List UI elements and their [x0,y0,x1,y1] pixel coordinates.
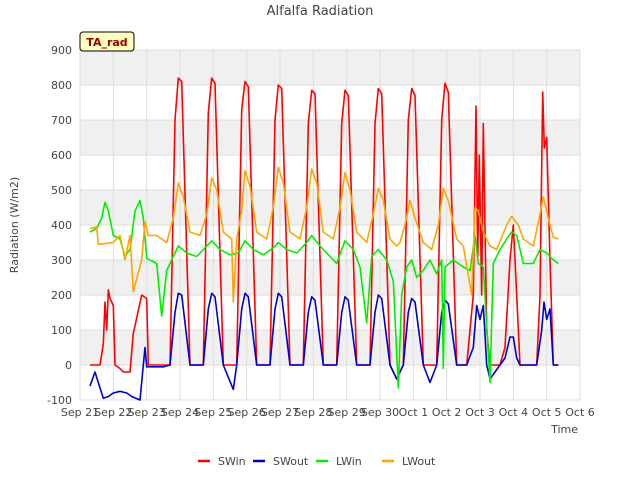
series-line-swin [90,77,559,380]
y-tick-label: 0 [65,359,72,372]
grid-band [80,330,580,365]
y-tick-label: 300 [51,254,72,267]
x-tick-label: Sep 22 [94,406,132,419]
x-tick-label: Oct 3 [465,406,495,419]
legend: SWin SWout LWin LWout [198,455,436,468]
annotation-box [79,31,135,52]
x-tick-label: Oct 5 [532,406,562,419]
x-tick-label: Sep 28 [294,406,332,419]
legend-label-lwout: LWout [402,455,436,468]
y-tick-label: 800 [51,79,72,92]
y-tick-label: 900 [51,44,72,57]
series-line-swout [89,292,559,401]
grid-band [80,190,580,225]
ta-rad-annotation: TA_rad [79,31,135,52]
y-tick-label: 200 [51,289,72,302]
chart-title: Alfalfa Radiation [267,4,374,19]
y-tick-label: 700 [51,114,72,127]
series-layer [89,77,559,401]
y-tick-label: -100 [47,394,72,407]
x-tick-label: Sep 30 [361,406,399,419]
grid-band [80,120,580,155]
grid-band [80,50,580,85]
legend-label-swin: SWin [218,455,246,468]
y-tick-label: 400 [51,219,72,232]
x-tick-label: Oct 2 [432,406,462,419]
series-line-lwin [89,199,559,389]
legend-label-swout: SWout [273,455,309,468]
series-line-lwout [89,166,559,303]
x-tick-label: Oct 6 [565,406,595,419]
y-axis-label: Radiation (W/m2) [8,177,21,273]
x-tick-label: Sep 26 [228,406,266,419]
y-tick-label: 600 [51,149,72,162]
y-tick-label: 100 [51,324,72,337]
annotation-label: TA_rad [86,36,127,49]
legend-label-lwin: LWin [336,455,362,468]
x-axis-label: Time [550,423,578,436]
x-tick-label: Oct 1 [399,406,429,419]
x-tick-label: Sep 29 [328,406,366,419]
x-tick-label: Sep 24 [161,406,199,419]
x-tick-label: Sep 27 [261,406,299,419]
x-tick-label: Oct 4 [499,406,529,419]
x-tick-label: Sep 21 [61,406,99,419]
x-tick-label: Sep 23 [128,406,166,419]
grid-band [80,260,580,295]
y-tick-label: 500 [51,184,72,197]
x-tick-label: Sep 25 [194,406,232,419]
grid-lines [79,49,581,401]
